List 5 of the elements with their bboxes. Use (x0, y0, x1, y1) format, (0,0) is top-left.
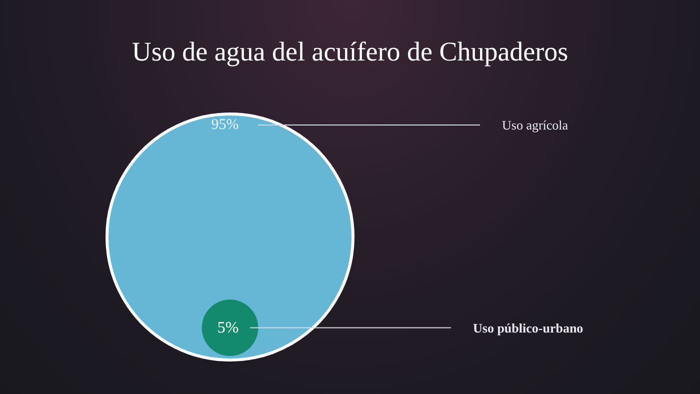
category-label: Uso público-urbano (473, 320, 584, 336)
text: Uso de agua del acuífero de Chupaderos (132, 36, 568, 66)
data-label: 5% (217, 319, 239, 336)
category-label: Uso agrícola (502, 118, 568, 132)
data-label: 95% (211, 117, 239, 133)
